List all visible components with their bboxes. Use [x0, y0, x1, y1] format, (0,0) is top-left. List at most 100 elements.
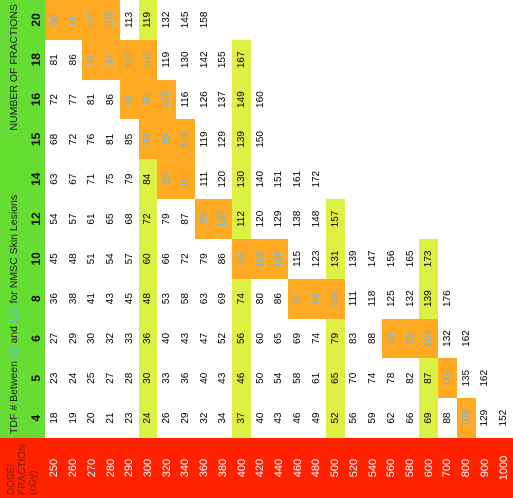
tdf-value: 61	[310, 372, 322, 384]
tdf-value: 150	[254, 131, 266, 148]
tdf-value: 104	[419, 318, 439, 359]
dose-label: 250	[45, 438, 64, 498]
tdf-value: 119	[138, 0, 158, 40]
tdf-value: 52	[217, 332, 229, 345]
dose-row: 1000 152	[494, 0, 513, 498]
title-cell: TDF # Between 90 and 110 for NMSC Skin L…	[0, 0, 27, 438]
tdf-value: 112	[232, 199, 251, 239]
tdf-value: 83	[348, 332, 360, 345]
tdf-value: 81	[105, 133, 117, 145]
dose-row: 800 108 135 162	[456, 0, 476, 498]
tdf-value: 34	[217, 412, 229, 424]
empty-cell	[382, 40, 401, 80]
tdf-value: 91	[82, 39, 102, 80]
tdf-value: 58	[179, 293, 191, 305]
tdf-value: 139	[232, 119, 251, 160]
tdf-value: 67	[67, 173, 79, 185]
tdf-value: 26	[161, 412, 173, 424]
dose-row: 280 21 27 32 43 54 65 75 81 86 97 107	[101, 0, 120, 498]
tdf-value: 43	[217, 372, 229, 384]
tdf-value: 65	[105, 213, 117, 225]
tdf-value: 130	[179, 51, 191, 69]
tdf-value: 151	[273, 170, 285, 188]
tdf-value: 81	[86, 94, 98, 106]
empty-cell	[457, 0, 476, 40]
empty-cell	[270, 0, 289, 40]
tdf-value: 45	[48, 253, 60, 265]
dose-row: 250 18 23 27 36 45 54 63 68 72 81 90	[45, 0, 64, 498]
tdf-value: 74	[367, 372, 379, 384]
tdf-value: 76	[86, 133, 98, 145]
tdf-value: 147	[367, 250, 379, 268]
empty-cell	[307, 40, 326, 80]
tdf-value: 43	[179, 332, 191, 345]
range-low: 90	[7, 346, 20, 359]
tdf-value: 69	[292, 332, 304, 345]
empty-cell	[382, 0, 401, 40]
tdf-value: 72	[179, 253, 191, 265]
tdf-value: 152	[498, 409, 510, 427]
dose-label: 500	[325, 438, 345, 498]
empty-cell	[345, 80, 364, 120]
dose-label: 420	[250, 438, 270, 498]
empty-cell	[363, 0, 382, 40]
dose-row: 320 26 33 40 53 66 79 93 99 105 119 132	[157, 0, 177, 498]
empty-cell	[213, 0, 232, 40]
tdf-value: 90	[138, 119, 158, 160]
tdf-value: 38	[67, 293, 79, 305]
empty-cell	[232, 0, 251, 40]
tdf-value: 132	[404, 290, 416, 307]
title: TDF # Between 90 and 110 for NMSC Skin L…	[8, 195, 20, 434]
tdf-value: 101	[176, 159, 195, 200]
tdf-value: 56	[348, 412, 360, 424]
tdf-value: 91	[119, 79, 139, 120]
fraction-label: 14	[27, 159, 45, 200]
empty-cell	[438, 120, 457, 160]
tdf-value: 140	[254, 170, 266, 188]
tdf-value: 100	[250, 238, 270, 279]
tdf-value: 102	[82, 0, 102, 40]
tdf-value: 155	[217, 51, 229, 69]
tdf-value: 68	[123, 213, 135, 225]
tdf-value: 130	[232, 159, 251, 200]
empty-cell	[494, 159, 513, 199]
tdf-value: 72	[48, 94, 60, 106]
tdf-value: 105	[157, 79, 177, 120]
dose-row: 580 66 82 99 132 165	[400, 0, 420, 498]
tdf-value: 27	[48, 332, 60, 345]
tdf-value: 77	[67, 94, 79, 106]
tdf-value: 99	[157, 119, 177, 160]
dose-label: 600	[419, 438, 439, 498]
empty-cell	[288, 120, 307, 160]
dose-row: 300 24 30 36 48 60 72 84 90 96 107 119	[138, 0, 158, 498]
empty-cell	[457, 159, 476, 199]
empty-cell	[345, 199, 364, 239]
dose-label: 560	[381, 438, 401, 498]
empty-cell	[419, 40, 438, 80]
tdf-value: 19	[67, 412, 79, 424]
tdf-value: 51	[86, 253, 98, 265]
empty-cell	[419, 199, 438, 239]
empty-cell	[494, 120, 513, 160]
tdf-value: 102	[119, 39, 139, 80]
tdf-value: 94	[381, 318, 401, 359]
tdf-value: 58	[292, 372, 304, 384]
tdf-value: 161	[292, 170, 304, 188]
tdf-value: 120	[254, 210, 266, 228]
empty-cell	[270, 40, 289, 80]
tdf-value: 52	[325, 398, 345, 438]
title-text: and	[7, 323, 20, 347]
tdf-value: 126	[198, 91, 210, 108]
tdf-value: 176	[441, 290, 453, 307]
tdf-value: 118	[367, 290, 379, 307]
tdf-value: 65	[325, 358, 345, 399]
tdf-value: 167	[232, 39, 251, 80]
tdf-value: 113	[123, 11, 135, 28]
tdf-value: 71	[86, 173, 98, 185]
empty-cell	[345, 40, 364, 80]
empty-cell	[457, 199, 476, 239]
empty-cell	[251, 0, 270, 40]
tdf-value: 88	[441, 412, 453, 424]
tdf-value: 56	[232, 318, 251, 359]
empty-cell	[438, 159, 457, 199]
